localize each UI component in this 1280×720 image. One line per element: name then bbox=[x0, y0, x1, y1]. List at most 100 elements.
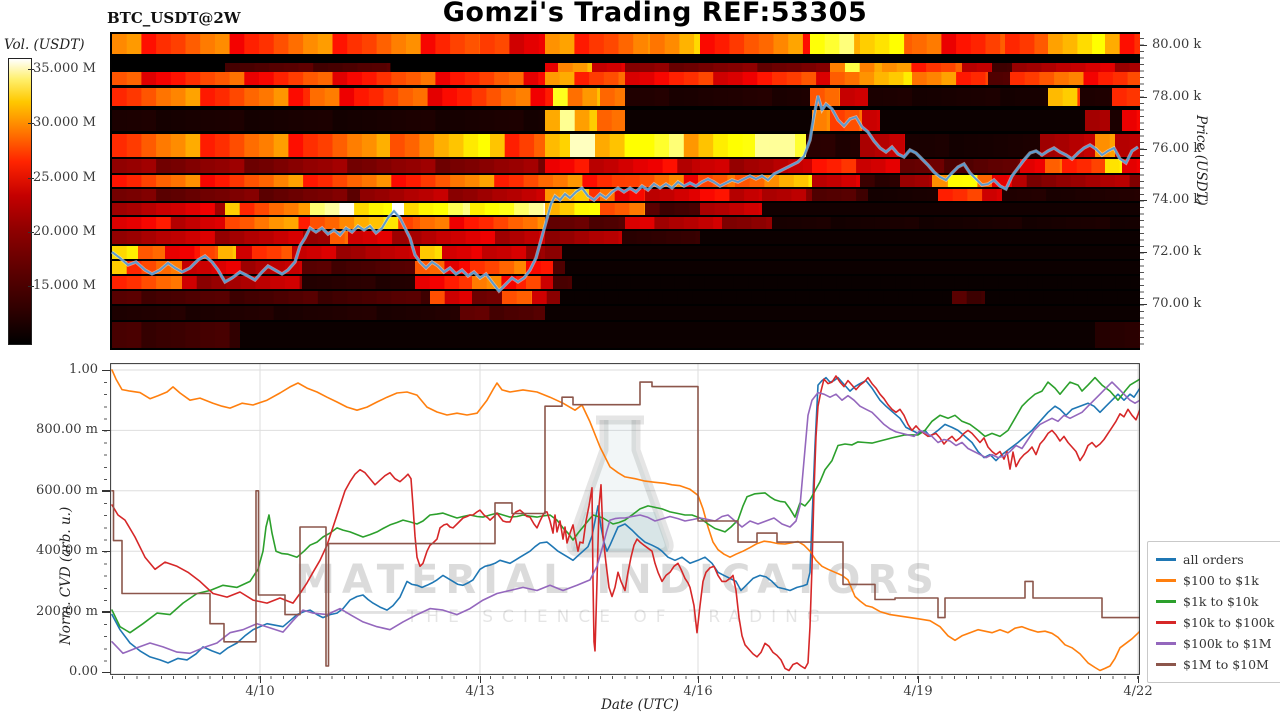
heatmap-cell bbox=[584, 134, 596, 157]
heatmap-cell bbox=[1002, 189, 1018, 201]
heatmap-cell bbox=[847, 231, 863, 244]
heatmap-cell bbox=[229, 88, 245, 106]
heatmap-cell bbox=[952, 291, 968, 304]
heatmap-cell bbox=[1048, 34, 1064, 54]
heatmap-cell bbox=[462, 203, 471, 215]
heatmap-cell bbox=[1031, 189, 1047, 201]
heatmap-cell bbox=[866, 276, 882, 289]
heatmap-cell bbox=[200, 231, 216, 244]
heatmap-cell bbox=[721, 306, 737, 320]
heatmap-cell bbox=[574, 72, 590, 85]
heatmap-cell bbox=[391, 175, 407, 187]
heatmap-cell bbox=[302, 261, 318, 274]
heatmap-cell bbox=[1094, 261, 1110, 274]
heatmap-cell bbox=[141, 134, 157, 157]
heatmap-cell bbox=[1095, 322, 1111, 348]
heatmap-cell bbox=[185, 88, 201, 106]
heatmap-cell bbox=[623, 261, 639, 274]
heatmap-cell bbox=[273, 231, 289, 244]
heatmap-cell bbox=[332, 159, 348, 173]
heatmap-cell bbox=[889, 34, 905, 54]
heatmap-cell bbox=[856, 246, 872, 259]
heatmap-cell bbox=[773, 34, 789, 54]
heatmap-cell bbox=[553, 175, 569, 187]
cvd-tick bbox=[102, 490, 110, 492]
heatmap-cell bbox=[870, 246, 886, 259]
heatmap-cell bbox=[288, 291, 304, 304]
heatmap-cell bbox=[185, 134, 201, 157]
heatmap-cell bbox=[625, 88, 641, 106]
legend-item: $1M to $10M bbox=[1156, 654, 1280, 675]
heatmap-cell bbox=[185, 189, 201, 201]
heatmap-cell bbox=[874, 34, 890, 54]
heatmap-cell bbox=[630, 276, 646, 289]
heatmap-cell bbox=[316, 276, 332, 289]
heatmap-cell bbox=[185, 203, 201, 215]
heatmap-cell bbox=[524, 34, 540, 54]
cvd-series-all-orders bbox=[111, 376, 1140, 664]
heatmap-cell bbox=[464, 159, 480, 173]
heatmap-cell bbox=[436, 231, 452, 244]
heatmap-cell bbox=[586, 276, 602, 289]
heatmap-cell bbox=[406, 159, 422, 173]
heatmap-cell bbox=[519, 322, 535, 348]
heatmap-cell bbox=[1080, 217, 1096, 229]
heatmap-cell bbox=[830, 72, 846, 85]
heatmap-cell bbox=[1003, 246, 1019, 259]
heatmap-cell bbox=[654, 134, 670, 157]
heatmap-cell bbox=[938, 189, 954, 201]
heatmap-cell bbox=[288, 231, 304, 244]
heatmap-cell bbox=[170, 159, 186, 173]
heatmap-cell bbox=[484, 261, 500, 274]
heatmap-cell bbox=[1045, 159, 1061, 173]
heatmap-cell bbox=[970, 34, 986, 54]
heatmap-cell bbox=[254, 203, 270, 215]
heatmap-cell bbox=[898, 291, 914, 304]
heatmap-cell bbox=[479, 72, 495, 85]
heatmap-cell bbox=[713, 72, 729, 85]
legend-label: $100k to $1M bbox=[1183, 636, 1272, 651]
heatmap-cell bbox=[795, 291, 811, 304]
heatmap-cell bbox=[214, 291, 230, 304]
heatmap-cell bbox=[1076, 159, 1092, 173]
heatmap-cell bbox=[883, 291, 899, 304]
heatmap-cell bbox=[700, 203, 716, 215]
heatmap-cell bbox=[574, 110, 590, 131]
heatmap-cell bbox=[254, 217, 270, 229]
heatmap-cell bbox=[470, 203, 486, 215]
heatmap-cell bbox=[603, 34, 619, 54]
heatmap-cell bbox=[200, 306, 216, 320]
heatmap-cell bbox=[126, 110, 142, 131]
heatmap-cell bbox=[229, 134, 245, 157]
heatmap-cell bbox=[346, 276, 362, 289]
heatmap-cell bbox=[540, 246, 546, 259]
heatmap-cell bbox=[141, 159, 157, 173]
heatmap-cell bbox=[1117, 291, 1133, 304]
heatmap-cell bbox=[185, 322, 201, 348]
heatmap-cell bbox=[156, 306, 172, 320]
heatmap-cell bbox=[961, 261, 977, 274]
heatmap-cell bbox=[810, 34, 826, 54]
heatmap-cell bbox=[494, 110, 510, 131]
heatmap-cell bbox=[614, 203, 630, 215]
heatmap-cell bbox=[445, 322, 461, 348]
heatmap-cell bbox=[418, 189, 434, 201]
heatmap-cell bbox=[509, 34, 525, 54]
heatmap-cell bbox=[618, 306, 634, 320]
heatmap-cell bbox=[888, 72, 904, 85]
heatmap-cell bbox=[420, 110, 436, 131]
heatmap-cell bbox=[391, 72, 407, 85]
heatmap-cell bbox=[891, 231, 907, 244]
heatmap-cell bbox=[389, 189, 405, 201]
heatmap-cell bbox=[793, 175, 809, 187]
heatmap-cell bbox=[860, 34, 876, 54]
heatmap-cell bbox=[126, 203, 142, 215]
heatmap-cell bbox=[1080, 88, 1096, 106]
heatmap-cell bbox=[170, 110, 186, 131]
heatmap-cell bbox=[695, 231, 701, 244]
heatmap-cell bbox=[499, 261, 515, 274]
heatmap-cell bbox=[993, 134, 1009, 157]
heatmap-cell bbox=[601, 276, 617, 289]
cvd-tick bbox=[102, 550, 110, 553]
heatmap-cell bbox=[999, 291, 1015, 304]
